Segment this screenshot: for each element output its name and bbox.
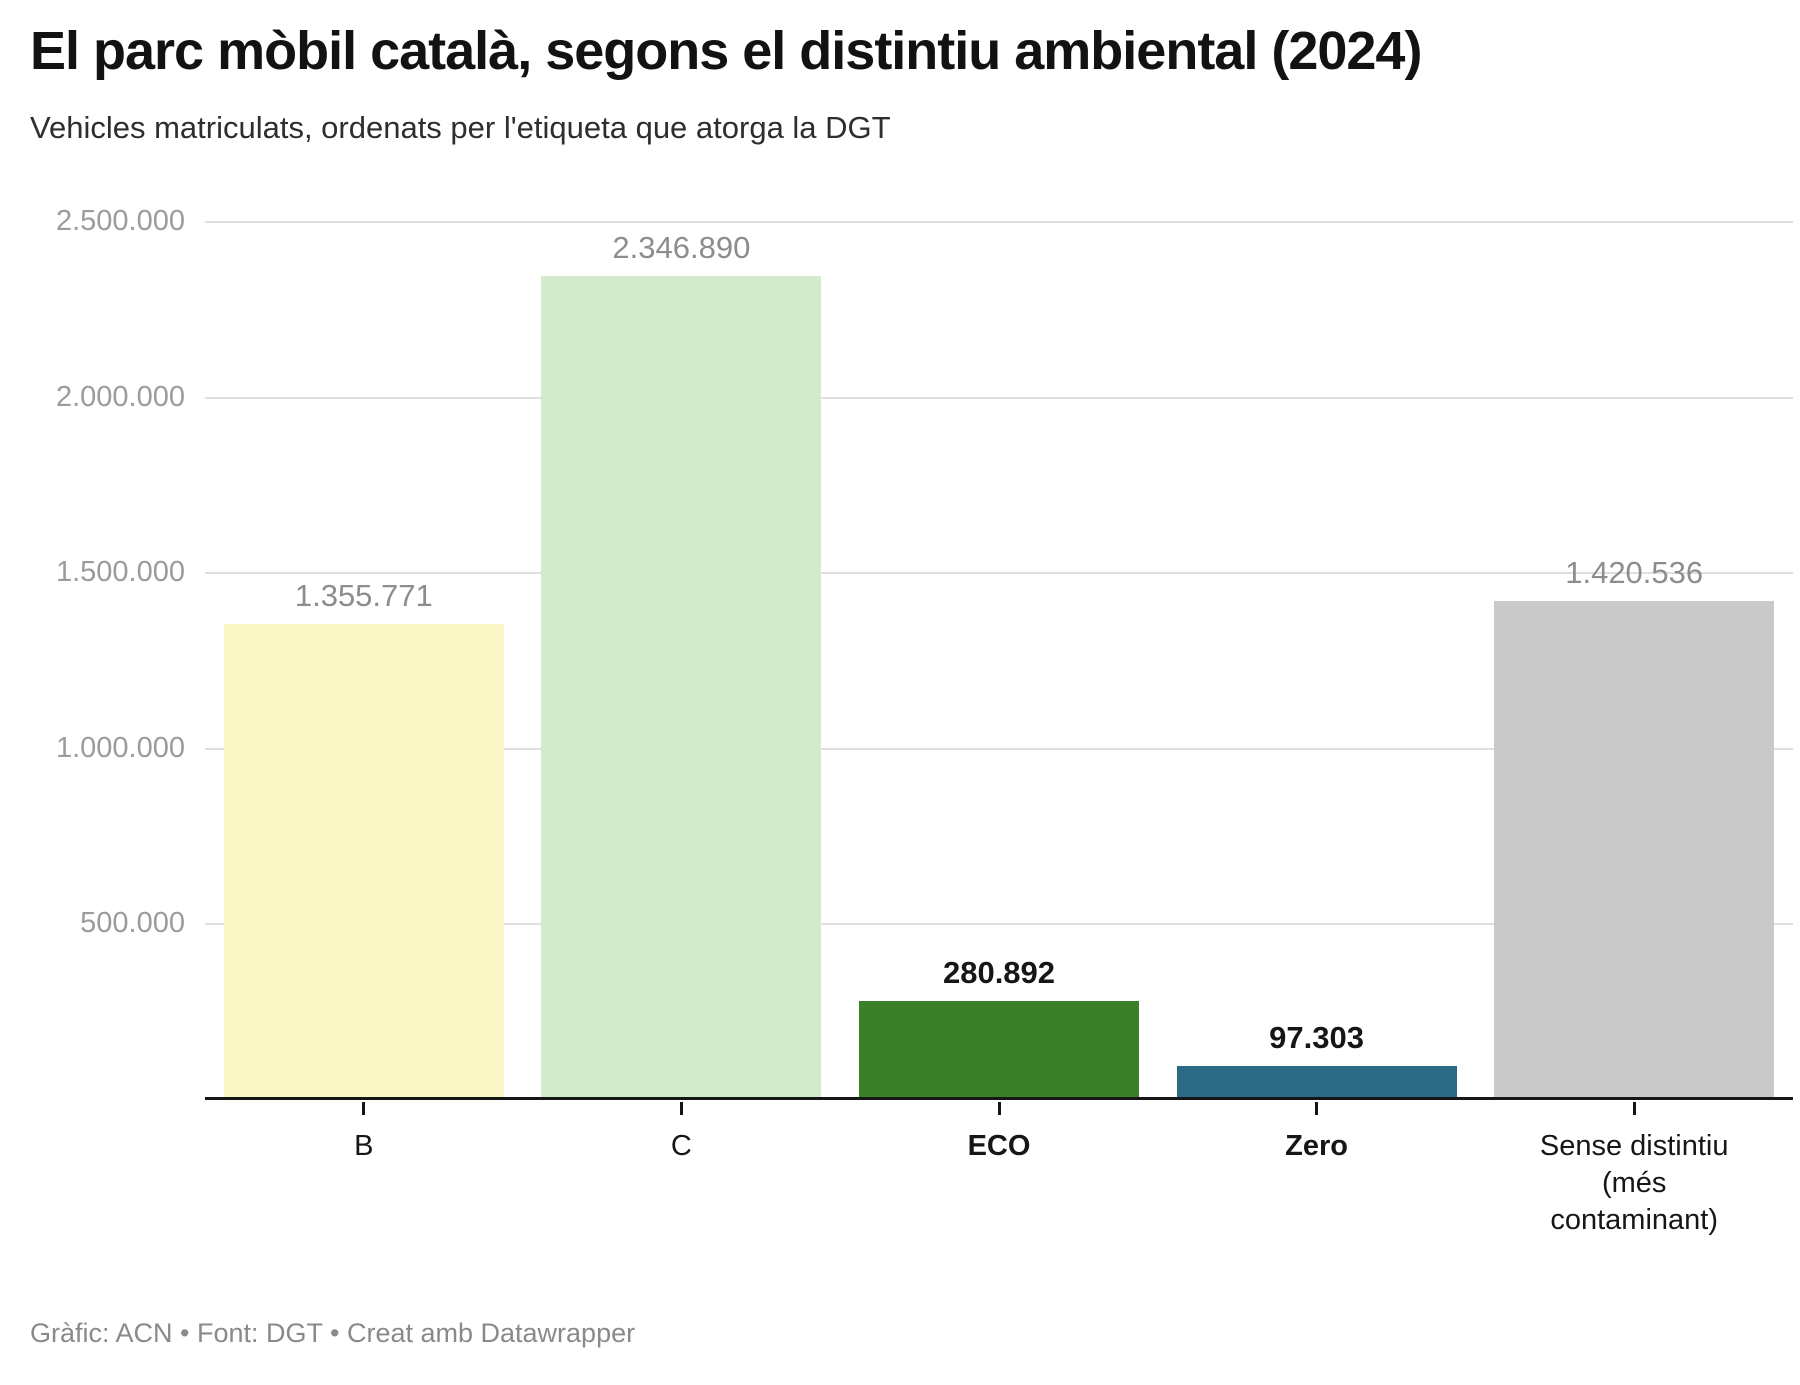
gridline: [205, 923, 1793, 926]
gridline: [205, 747, 1793, 750]
y-axis: 500.000 1.000.000 1.500.000 2.000.000 2.500.…: [0, 0, 185, 1385]
y-axis-tick-label: 1.500.000: [55, 556, 185, 589]
chart-subtitle: Vehicles matriculats, ordenats per l'eti…: [30, 110, 891, 145]
bar-value-label: 1.420.536: [1565, 555, 1704, 591]
x-axis-tick-label: Zero: [1285, 1130, 1349, 1162]
chart-title: El parc mòbil català, segons el distinti…: [30, 21, 1422, 81]
axis-baseline: [205, 1097, 1793, 1100]
x-axis-tick-label: C: [670, 1130, 692, 1162]
gridline: [205, 221, 1793, 223]
axis-tick-mark: [362, 1102, 366, 1115]
axis-tick-mark: [1315, 1102, 1319, 1115]
y-axis-tick-label: 500.000: [80, 907, 185, 940]
x-axis-tick-label: Sense distintiu (més contaminant): [1539, 1130, 1729, 1236]
chart-footer: Gràfic: ACN • Font: DGT • Creat amb Data…: [30, 1318, 636, 1348]
y-axis-tick-label: 2.500.000: [55, 205, 185, 237]
bar-value-label: 2.346.890: [612, 229, 751, 265]
bar-zero[interactable]: [1176, 1065, 1457, 1100]
bar-c[interactable]: [541, 275, 822, 1100]
axis-tick-mark: [1632, 1102, 1636, 1115]
bar-sense-distintiu-mes-contaminant[interactable]: [1494, 601, 1775, 1100]
axis-tick-mark: [997, 1102, 1001, 1115]
bar-eco[interactable]: [859, 1001, 1139, 1100]
axis-tick-mark: [679, 1102, 683, 1115]
x-axis-tick-label: B: [354, 1130, 374, 1162]
gridline: [205, 396, 1793, 399]
plot-area: 1.355.771 B 2.346.890 C 280.892 ECO 97.303 Zero…: [205, 221, 1793, 1236]
y-axis-tick-label: 1.000.000: [55, 731, 185, 764]
x-axis-tick-label: ECO: [967, 1130, 1031, 1162]
y-axis-tick-label: 2.000.000: [55, 380, 185, 413]
gridline: [205, 572, 1793, 575]
bar-b[interactable]: [223, 623, 504, 1100]
bar-value-label: 280.892: [942, 955, 1056, 991]
bar-value-label: 97.303: [1269, 1019, 1364, 1055]
bar-value-label: 1.355.771: [294, 577, 433, 613]
